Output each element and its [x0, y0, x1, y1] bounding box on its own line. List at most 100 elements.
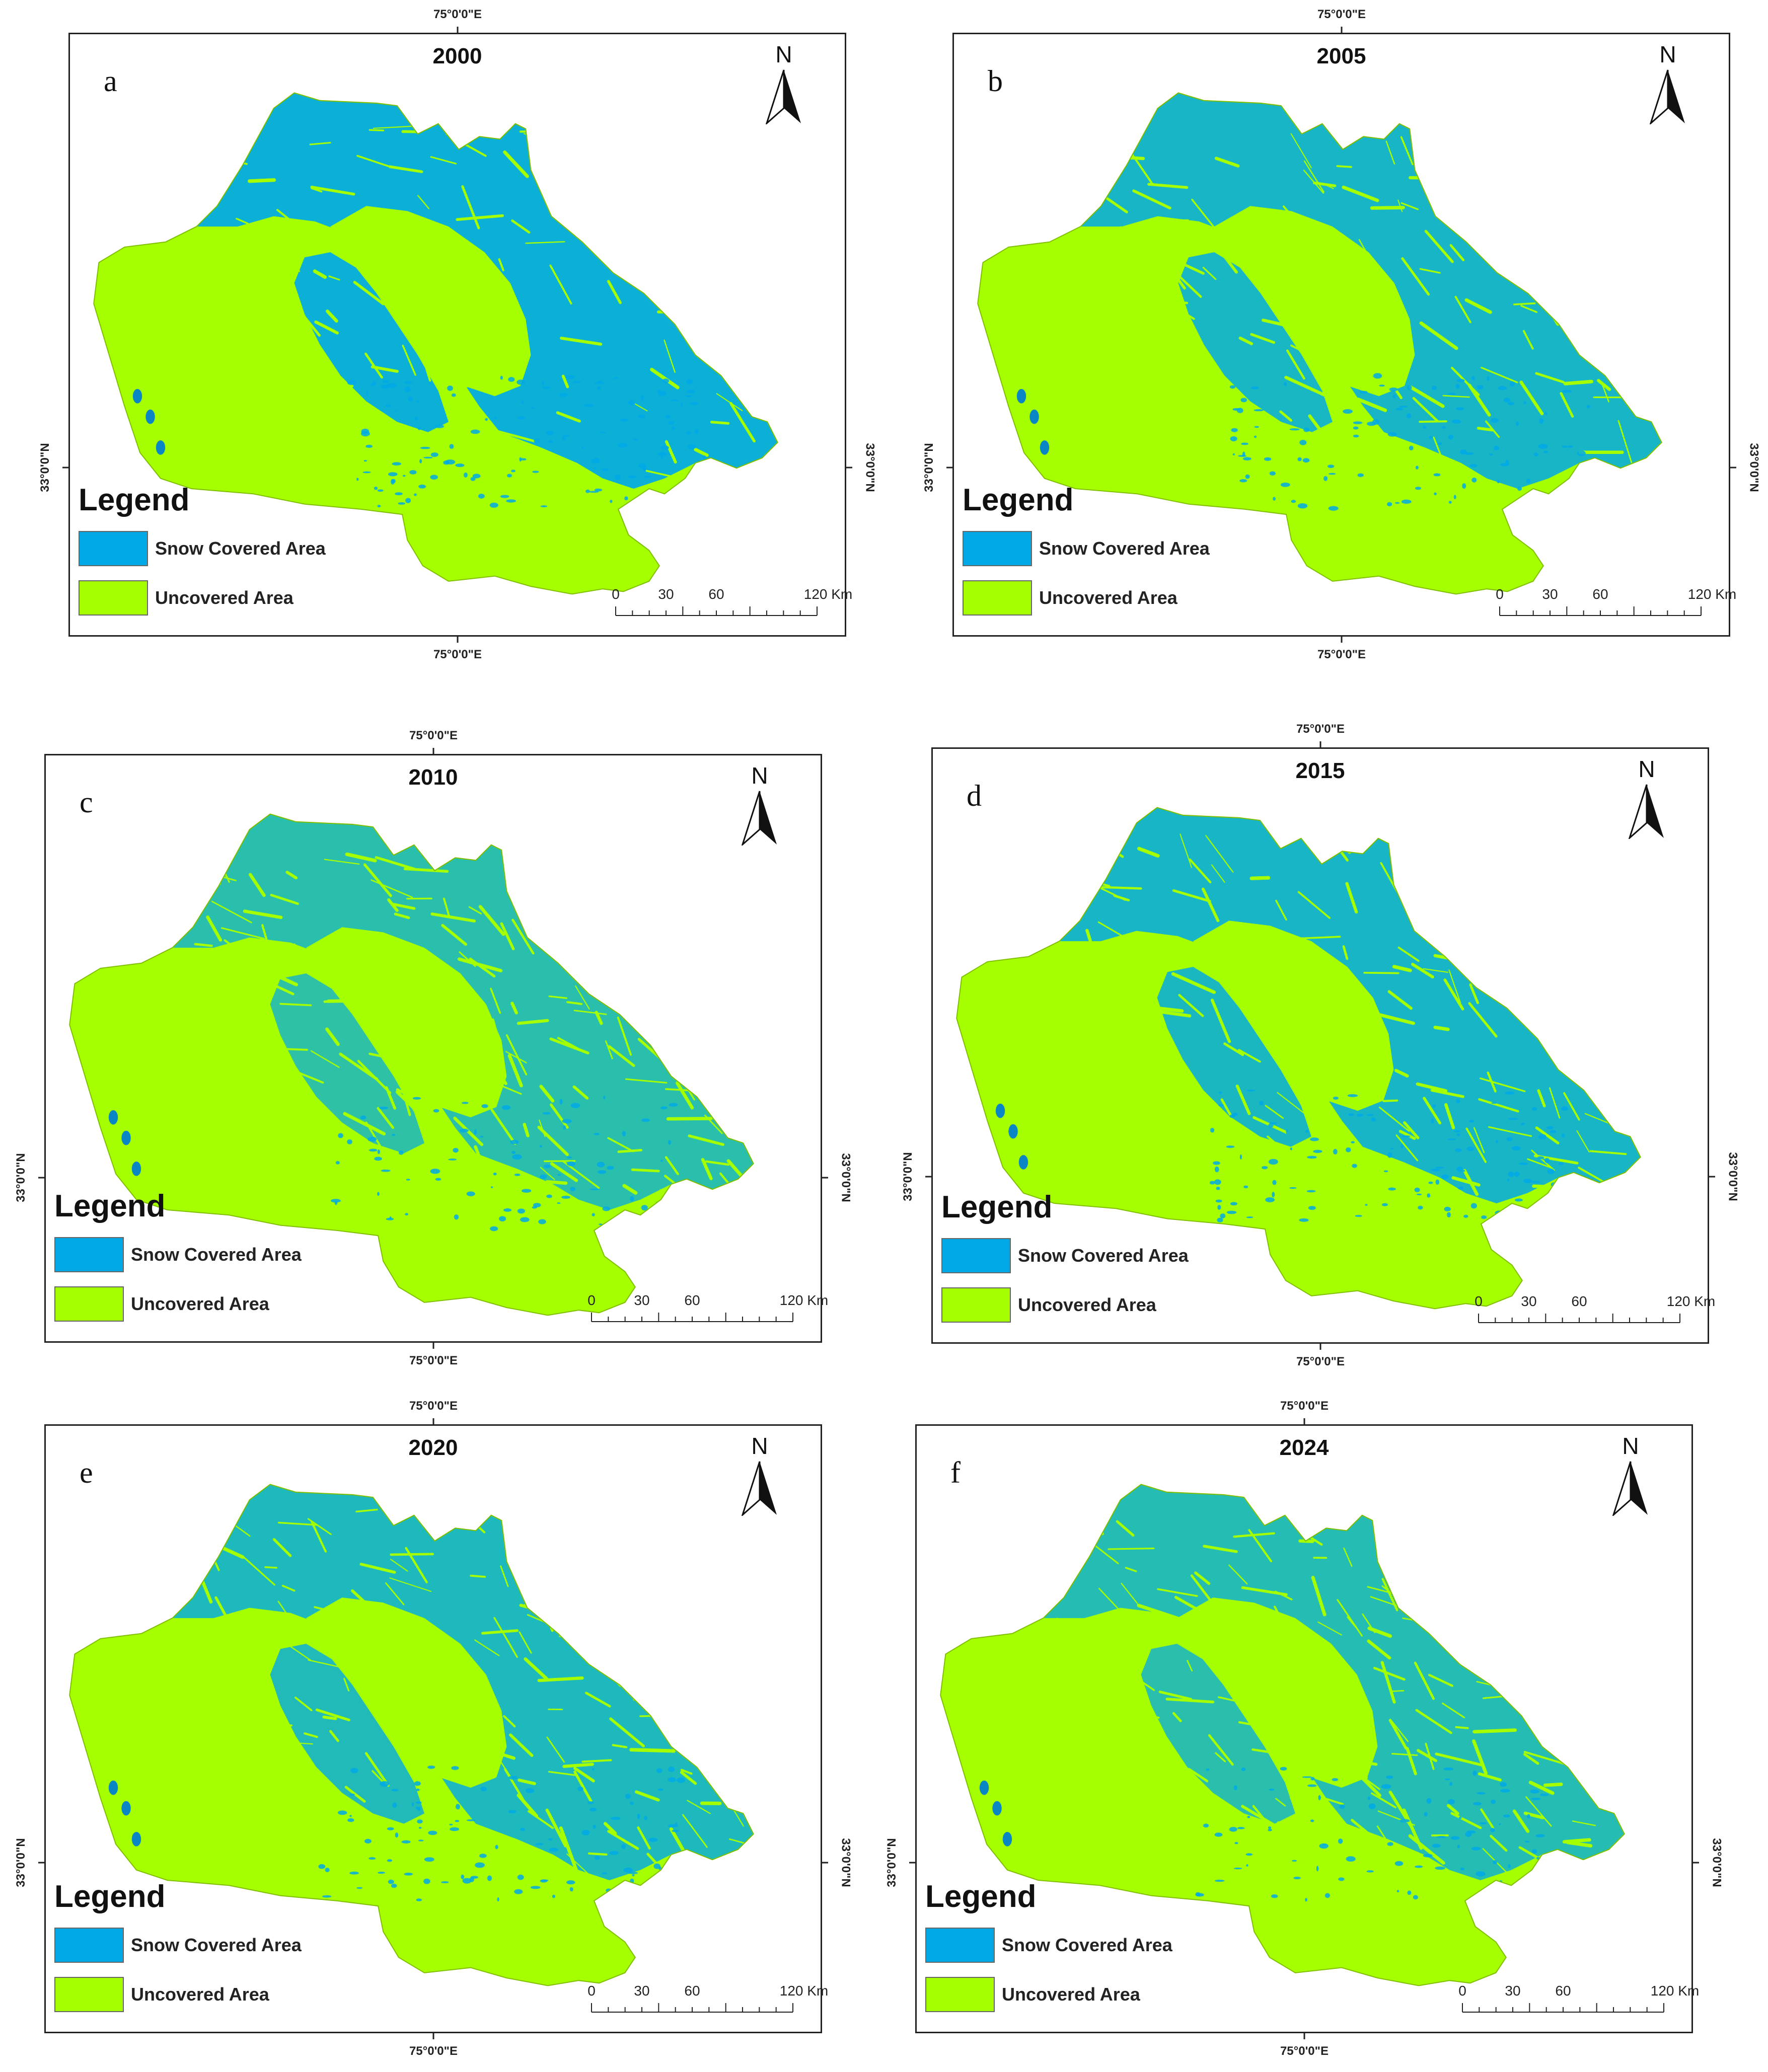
snow-patch: [1500, 1782, 1507, 1787]
valley-streak: [1400, 136, 1414, 166]
valley-streak: [1351, 1819, 1373, 1838]
valley-streak: [1124, 429, 1158, 451]
valley-streak: [742, 181, 765, 201]
snow-patch: [1432, 1104, 1436, 1108]
valley-streak: [708, 1097, 751, 1104]
snow-patch: [687, 390, 695, 394]
valley-streak: [1299, 453, 1319, 464]
map-legend: Legend Snow Covered Area Uncovered Area: [925, 1879, 1172, 2026]
snow-patch: [507, 474, 512, 478]
valley-streak: [1177, 1173, 1193, 1176]
snow-patch: [404, 381, 413, 384]
valley-streak: [1272, 1646, 1282, 1661]
valley-streak: [1444, 840, 1480, 853]
snow-patch: [470, 477, 476, 481]
valley-streak: [1361, 1760, 1378, 1766]
valley-streak: [1444, 206, 1468, 211]
valley-streak: [308, 1659, 341, 1668]
snow-patch: [1447, 1212, 1451, 1217]
valley-streak: [212, 1634, 242, 1650]
valley-streak: [706, 1696, 725, 1738]
valley-streak: [469, 957, 496, 978]
valley-streak: [251, 1840, 263, 1847]
valley-streak: [1210, 449, 1236, 483]
snow-patch: [1514, 1171, 1520, 1177]
valley-streak: [622, 1184, 638, 1195]
valley-streak: [503, 150, 529, 178]
snow-patch: [1367, 1796, 1371, 1800]
valley-streak: [694, 447, 709, 457]
snow-patch: [441, 1881, 449, 1883]
valley-streak: [355, 1508, 378, 1513]
snow-patch: [356, 1887, 363, 1889]
valley-streak: [1363, 1513, 1400, 1517]
snow-patch: [361, 428, 370, 434]
lat-label-left: 33°0'0"N: [14, 1153, 28, 1202]
snow-patch: [623, 1867, 633, 1873]
valley-streak: [1404, 836, 1420, 869]
valley-streak: [573, 1010, 607, 1015]
snow-patch: [1302, 1776, 1312, 1778]
snow-patch: [1307, 1784, 1317, 1787]
snow-patch: [423, 456, 433, 459]
snow-patch: [1234, 1842, 1238, 1845]
valley-streak: [1446, 1804, 1459, 1815]
lat-label-right: 33°0'0"N: [1726, 1152, 1739, 1201]
north-arrow: N: [1610, 1434, 1651, 1516]
snow-patch: [1491, 1102, 1497, 1104]
north-arrow-icon: [1612, 1461, 1648, 1516]
valley-streak: [1531, 1149, 1555, 1171]
valley-streak: [453, 1116, 484, 1146]
snow-patch: [549, 1848, 559, 1852]
scale-bar: 0 30 60 120 Km: [1474, 1293, 1715, 1329]
snow-patch: [408, 397, 413, 402]
snow-patch: [402, 475, 406, 477]
snow-patch: [1366, 1870, 1374, 1873]
north-arrow: N: [1648, 43, 1688, 124]
valley-streak: [1427, 1621, 1470, 1631]
valley-streak: [545, 1808, 567, 1848]
snow-patch: [1226, 1210, 1237, 1214]
snow-patch: [1250, 386, 1259, 390]
snow-patch: [1226, 1145, 1235, 1148]
snow-patch: [398, 1150, 404, 1155]
valley-streak: [617, 1016, 632, 1056]
valley-streak: [1336, 1151, 1343, 1163]
valley-streak: [709, 918, 725, 943]
snow-patch: [561, 1195, 570, 1199]
scale-bar: 0 30 60 120 Km: [1495, 586, 1736, 622]
snow-patch: [1431, 1118, 1434, 1124]
snow-patch: [641, 1205, 648, 1211]
valley-streak: [1164, 451, 1183, 467]
panel-letter: f: [950, 1456, 961, 1489]
snow-patch: [1535, 1834, 1545, 1837]
snow-patch: [1471, 1847, 1481, 1851]
valley-streak: [459, 1010, 483, 1021]
valley-streak: [293, 1155, 313, 1162]
legend-title: Legend: [941, 1190, 1053, 1224]
valley-streak: [1136, 331, 1181, 347]
snow-patch: [1429, 436, 1433, 439]
valley-streak: [716, 393, 743, 411]
snow-patch: [610, 1816, 621, 1820]
valley-streak: [221, 927, 265, 940]
valley-streak: [1563, 1092, 1580, 1121]
snow-patch: [1450, 1836, 1460, 1840]
valley-streak: [1580, 137, 1612, 166]
snow-patch: [520, 1217, 530, 1222]
map-legend: Legend Snow Covered Area Uncovered Area: [963, 482, 1210, 630]
valley-streak: [391, 902, 416, 910]
valley-streak: [1207, 368, 1236, 402]
snow-patch: [449, 444, 454, 449]
valley-streak: [1608, 313, 1653, 327]
snow-patch: [363, 459, 367, 462]
snow-patch: [1458, 1816, 1462, 1819]
valley-streak: [604, 1822, 617, 1835]
valley-streak: [243, 909, 283, 919]
snow-patch: [1386, 1775, 1393, 1779]
lon-label-bottom: 75°0'0"E: [1280, 2044, 1329, 2058]
snow-patch: [1218, 1104, 1224, 1107]
valley-streak: [441, 924, 468, 946]
snow-patch: [1254, 409, 1264, 412]
snow-patch: [1583, 503, 1593, 507]
